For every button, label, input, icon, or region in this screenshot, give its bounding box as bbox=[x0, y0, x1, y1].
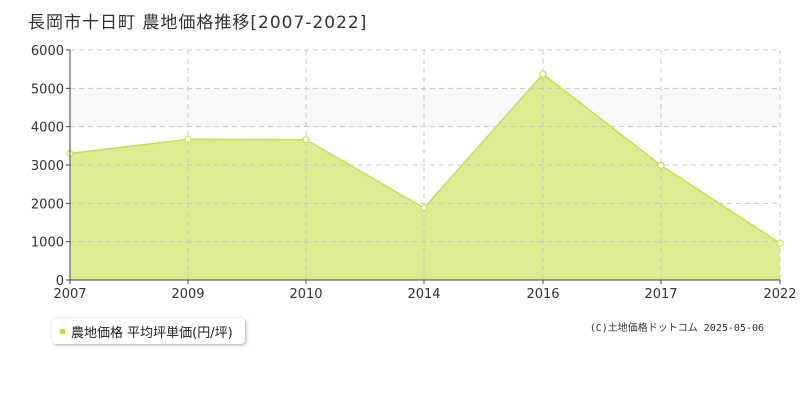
x-tick-label: 2014 bbox=[407, 287, 440, 302]
x-tick-label: 2009 bbox=[171, 287, 204, 302]
data-point bbox=[657, 161, 665, 169]
legend: 農地価格 平均坪単価(円/坪) bbox=[52, 318, 245, 344]
y-tick-label: 0 bbox=[56, 274, 64, 289]
y-tick-label: 1000 bbox=[31, 236, 64, 251]
y-tick-label: 4000 bbox=[31, 121, 64, 136]
chart-title: 長岡市十日町 農地価格推移[2007-2022] bbox=[28, 13, 368, 33]
background-band bbox=[70, 88, 780, 127]
series-area bbox=[70, 74, 780, 281]
x-tick-label: 2007 bbox=[53, 287, 86, 302]
legend-label: 農地価格 平均坪単価(円/坪) bbox=[71, 325, 233, 341]
x-tick-label: 2022 bbox=[763, 287, 796, 302]
x-tick-label: 2017 bbox=[644, 287, 677, 302]
y-tick-label: 5000 bbox=[31, 82, 64, 97]
x-tick-label: 2010 bbox=[289, 287, 322, 302]
data-point bbox=[302, 136, 310, 144]
legend-marker-icon bbox=[60, 328, 65, 334]
data-point bbox=[539, 70, 547, 78]
data-point bbox=[184, 135, 192, 143]
copyright-notice: (C)土地価格ドットコム 2025-05-06 bbox=[589, 323, 764, 334]
y-tick-label: 6000 bbox=[31, 44, 64, 59]
y-tick-label: 2000 bbox=[31, 197, 64, 212]
y-tick-label: 3000 bbox=[31, 159, 64, 174]
data-point bbox=[420, 204, 428, 212]
data-point bbox=[776, 239, 784, 247]
x-tick-label: 2016 bbox=[526, 287, 559, 302]
